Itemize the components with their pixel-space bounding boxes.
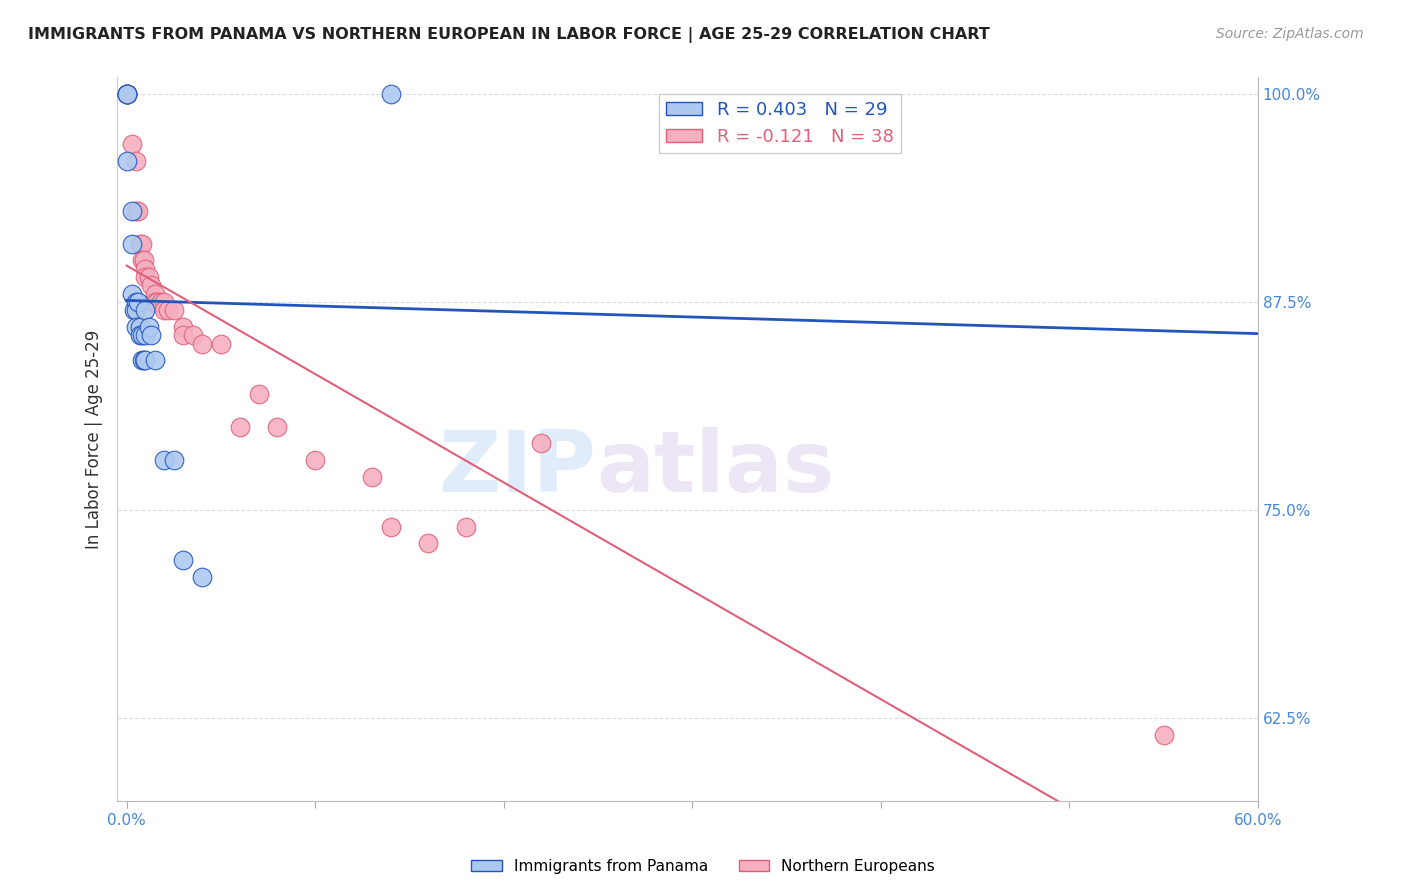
Point xyxy=(172,328,194,343)
Point xyxy=(138,270,160,285)
Point xyxy=(229,419,252,434)
Point xyxy=(134,353,156,368)
Point xyxy=(1153,728,1175,742)
Point xyxy=(454,519,477,533)
Point xyxy=(131,236,153,251)
Point xyxy=(418,536,440,550)
Point xyxy=(266,419,288,434)
Point xyxy=(131,328,153,343)
Point xyxy=(380,519,402,533)
Point xyxy=(115,87,138,101)
Point xyxy=(146,295,169,310)
Text: IMMIGRANTS FROM PANAMA VS NORTHERN EUROPEAN IN LABOR FORCE | AGE 25-29 CORRELATI: IMMIGRANTS FROM PANAMA VS NORTHERN EUROP… xyxy=(28,27,990,43)
Point xyxy=(138,320,160,334)
Point xyxy=(115,153,138,168)
Point xyxy=(380,87,402,101)
Point xyxy=(163,453,186,467)
Point xyxy=(131,353,153,368)
Point xyxy=(121,236,143,251)
Point xyxy=(143,295,166,310)
Point xyxy=(134,328,156,343)
Point xyxy=(127,295,149,310)
Point xyxy=(181,328,204,343)
Point xyxy=(125,320,148,334)
Point xyxy=(128,328,150,343)
Point xyxy=(115,87,138,101)
Point xyxy=(209,336,232,351)
Point xyxy=(163,303,186,318)
Text: ZIP: ZIP xyxy=(439,426,596,509)
Point xyxy=(125,153,148,168)
Point xyxy=(115,87,138,101)
Point xyxy=(360,469,382,483)
Point xyxy=(115,87,138,101)
Point xyxy=(172,320,194,334)
Point xyxy=(115,87,138,101)
Point xyxy=(149,295,172,310)
Point xyxy=(131,253,153,268)
Text: atlas: atlas xyxy=(596,426,835,509)
Point xyxy=(153,303,176,318)
Point xyxy=(191,336,214,351)
Point xyxy=(157,303,180,318)
Point xyxy=(115,87,138,101)
Point xyxy=(132,353,155,368)
Legend: R = 0.403   N = 29, R = -0.121   N = 38: R = 0.403 N = 29, R = -0.121 N = 38 xyxy=(659,94,901,153)
Point xyxy=(304,453,326,467)
Point xyxy=(139,278,162,293)
Point xyxy=(125,303,148,318)
Y-axis label: In Labor Force | Age 25-29: In Labor Force | Age 25-29 xyxy=(86,330,103,549)
Point xyxy=(153,453,176,467)
Point xyxy=(143,286,166,301)
Text: Source: ZipAtlas.com: Source: ZipAtlas.com xyxy=(1216,27,1364,41)
Point xyxy=(132,253,155,268)
Point xyxy=(128,320,150,334)
Point xyxy=(121,286,143,301)
Point xyxy=(121,136,143,151)
Point xyxy=(122,303,145,318)
Point xyxy=(125,295,148,310)
Point xyxy=(128,236,150,251)
Legend: Immigrants from Panama, Northern Europeans: Immigrants from Panama, Northern Europea… xyxy=(465,853,941,880)
Point xyxy=(153,295,176,310)
Point xyxy=(134,261,156,276)
Point xyxy=(142,295,165,310)
Point xyxy=(139,328,162,343)
Point xyxy=(172,553,194,567)
Point xyxy=(191,569,214,583)
Point xyxy=(134,270,156,285)
Point xyxy=(143,353,166,368)
Point xyxy=(247,386,270,401)
Point xyxy=(121,203,143,218)
Point xyxy=(134,303,156,318)
Point xyxy=(125,203,148,218)
Point xyxy=(530,436,553,450)
Point xyxy=(127,203,149,218)
